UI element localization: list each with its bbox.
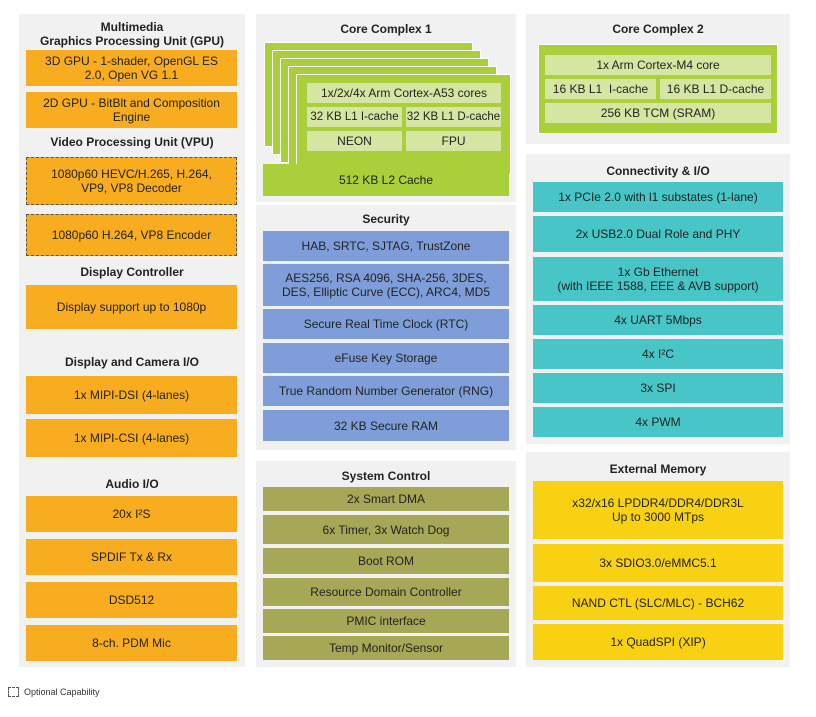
secure-rtc-block: Secure Real Time Clock (RTC) [263,309,509,339]
security-panel: Security HAB, SRTC, SJTAG, TrustZone AES… [256,205,516,450]
a53-cores-cell: 1x/2x/4x Arm Cortex-A53 cores [307,83,501,103]
display-controller-title: Display Controller [80,265,184,279]
m4-core-cell: 1x Arm Cortex-M4 core [545,55,771,75]
i2s-block: 20x I²S [26,496,237,532]
m4-core-card: 1x Arm Cortex-M4 core 16 KB L1 I-cache 1… [538,44,778,134]
uart-block: 4x UART 5Mbps [533,305,783,335]
pcie-block: 1x PCIe 2.0 with l1 substates (1-lane) [533,182,783,212]
core-complex-1-panel: Core Complex 1 1x/2x/4x Arm Cortex-A53 c… [256,14,516,202]
hab-block: HAB, SRTC, SJTAG, TrustZone [263,231,509,261]
spdif-block: SPDIF Tx & Rx [26,539,237,575]
pdm-mic-block: 8-ch. PDM Mic [26,625,237,661]
ddr-block: x32/x16 LPDDR4/DDR4/DDR3L Up to 3000 MTp… [533,481,783,539]
legend-label: Optional Capability [24,687,100,697]
multimedia-panel: Multimedia Graphics Processing Unit (GPU… [19,14,245,667]
core-complex-2-title: Core Complex 2 [612,22,704,36]
external-memory-panel: External Memory x32/x16 LPDDR4/DDR4/DDR3… [526,452,790,667]
core-card-front: 1x/2x/4x Arm Cortex-A53 cores 32 KB L1 I… [296,74,511,175]
quadspi-block: 1x QuadSPI (XIP) [533,624,783,660]
i2c-block: 4x I²C [533,339,783,369]
gpu-3d-block: 3D GPU - 1-shader, OpenGL ES 2.0, Open V… [26,50,237,86]
audio-io-title: Audio I/O [105,477,159,491]
fpu-cell: FPU [406,131,501,151]
vpu-decoder-block: 1080p60 HEVC/H.265, H.264, VP9, VP8 Deco… [26,157,237,205]
dsd512-block: DSD512 [26,582,237,618]
l1-icache-cell: 32 KB L1 I-cache [307,107,402,127]
pwm-block: 4x PWM [533,407,783,437]
neon-cell: NEON [307,131,402,151]
vpu-encoder-block: 1080p60 H.264, VP8 Encoder [26,214,237,256]
display-camera-io-title: Display and Camera I/O [64,355,200,369]
m4-dcache-cell: 16 KB L1 D-cache [660,79,771,99]
core-complex-2-panel: Core Complex 2 1x Arm Cortex-M4 core 16 … [526,14,790,144]
gpu-2d-block: 2D GPU - BitBlt and Composition Engine [26,92,237,128]
display-support-block: Display support up to 1080p [26,285,237,329]
m4-icache-cell: 16 KB L1 I-cache [545,79,656,99]
tcm-cell: 256 KB TCM (SRAM) [545,103,771,123]
connectivity-title: Connectivity & I/O [606,164,710,178]
secure-ram-block: 32 KB Secure RAM [263,410,509,441]
l2-cache-block: 512 KB L2 Cache [263,164,509,196]
efuse-block: eFuse Key Storage [263,343,509,373]
smart-dma-block: 2x Smart DMA [263,487,509,511]
spi-block: 3x SPI [533,373,783,403]
pmic-block: PMIC interface [263,609,509,633]
gpu-title: Multimedia Graphics Processing Unit (GPU… [39,20,225,48]
mipi-csi-block: 1x MIPI-CSI (4-lanes) [26,419,237,457]
system-control-panel: System Control 2x Smart DMA 6x Timer, 3x… [256,461,516,667]
nand-block: NAND CTL (SLC/MLC) - BCH62 [533,586,783,620]
l1-dcache-cell: 32 KB L1 D-cache [406,107,501,127]
core-complex-1-title: Core Complex 1 [340,22,432,36]
timer-block: 6x Timer, 3x Watch Dog [263,515,509,544]
system-control-title: System Control [341,469,431,483]
mipi-dsi-block: 1x MIPI-DSI (4-lanes) [26,376,237,414]
boot-rom-block: Boot ROM [263,548,509,574]
crypto-block: AES256, RSA 4096, SHA-256, 3DES, DES, El… [263,264,509,306]
sdio-block: 3x SDIO3.0/eMMC5.1 [533,544,783,582]
security-title: Security [362,212,410,226]
connectivity-panel: Connectivity & I/O 1x PCIe 2.0 with l1 s… [526,154,790,444]
optional-capability-swatch [8,687,19,697]
usb-block: 2x USB2.0 Dual Role and PHY [533,216,783,252]
rng-block: True Random Number Generator (RNG) [263,376,509,406]
legend: Optional Capability [8,687,100,697]
external-memory-title: External Memory [609,462,707,476]
temp-sensor-block: Temp Monitor/Sensor [263,636,509,660]
rdc-block: Resource Domain Controller [263,578,509,606]
vpu-title: Video Processing Unit (VPU) [50,135,214,149]
ethernet-block: 1x Gb Ethernet (with IEEE 1588, EEE & AV… [533,257,783,301]
